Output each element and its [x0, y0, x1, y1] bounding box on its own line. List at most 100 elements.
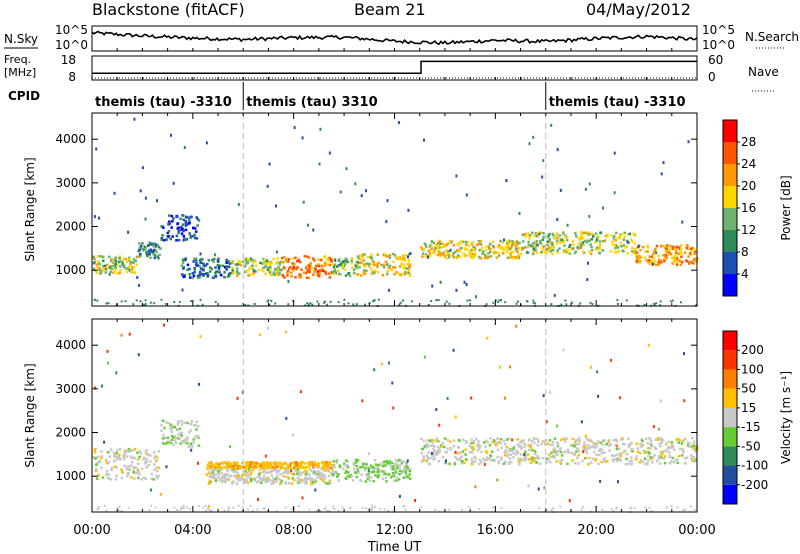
power-echo-cell [181, 259, 185, 263]
velocity-echo-cell [314, 480, 318, 483]
velocity-outlier-cell [597, 394, 600, 398]
velocity-echo-cell [265, 480, 268, 483]
velocity-echo-cell [344, 476, 348, 480]
velocity-echo-cell [484, 445, 487, 448]
velocity-echo-cell [369, 467, 372, 470]
power-echo-cell [596, 235, 600, 238]
power-echo-cell [438, 246, 442, 249]
velocity-echo-cell [538, 456, 541, 460]
power-echo-cell [610, 234, 613, 237]
velocity-echo-cell [582, 447, 586, 450]
velocity-echo-cell [356, 469, 360, 472]
velocity-echo-cell [225, 478, 229, 481]
velocity-echo-cell [549, 460, 552, 464]
velocity-echo-cell [322, 463, 326, 466]
power-echo-cell [590, 248, 594, 252]
velocity-echo-cell [265, 461, 269, 464]
velocity-echo-cell [325, 482, 328, 485]
velocity-ground-cell [370, 507, 373, 510]
power-echo-cell [675, 256, 679, 260]
power-outlier-cell [651, 262, 654, 266]
power-ground-cell [680, 301, 682, 304]
velocity-echo-cell [372, 480, 375, 483]
power-echo-cell [573, 251, 577, 255]
power-echo-cell [428, 249, 432, 252]
velocity-echo-cell [557, 443, 560, 447]
power-echo-cell [182, 267, 185, 270]
velocity-outlier-cell [647, 343, 650, 347]
power-echo-cell [382, 263, 386, 266]
velocity-echo-cell [308, 473, 311, 477]
power-echo-cell [619, 241, 623, 245]
power-colorbar-segment [723, 252, 737, 274]
power-echo-cell [664, 253, 668, 257]
velocity-ground-cell [581, 506, 584, 509]
velocity-echo-cell [476, 443, 479, 447]
velocity-echo-cell [312, 466, 315, 469]
velocity-echo-cell [571, 437, 575, 441]
power-echo-cell [350, 262, 353, 265]
power-outlier-cell [136, 276, 139, 279]
power-echo-cell [371, 263, 375, 266]
power-echo-cell [118, 256, 121, 260]
velocity-echo-cell [239, 478, 242, 482]
velocity-echo-cell [228, 465, 231, 468]
velocity-echo-cell [529, 443, 533, 447]
velocity-ground-cell [693, 509, 696, 511]
power-echo-cell [217, 266, 221, 269]
velocity-echo-cell [255, 480, 259, 484]
power-echo-cell [484, 254, 487, 257]
power-echo-cell [249, 257, 253, 260]
velocity-echo-cell [564, 440, 567, 443]
velocity-echo-cell [163, 426, 166, 430]
power-echo-cell [464, 240, 468, 244]
velocity-ground-cell [537, 507, 540, 510]
power-echo-cell [560, 238, 564, 241]
power-echo-cell [128, 266, 131, 269]
velocity-echo-cell [167, 421, 170, 425]
velocity-echo-cell [356, 467, 359, 471]
velocity-echo-cell [131, 456, 134, 460]
velocity-echo-cell [140, 478, 143, 481]
velocity-echo-cell [516, 438, 519, 441]
velocity-echo-cell [516, 443, 520, 446]
power-echo-cell [251, 261, 255, 264]
power-echo-cell [113, 258, 116, 261]
velocity-ground-cell [96, 508, 99, 510]
power-echo-cell [268, 271, 272, 274]
power-echo-cell [331, 263, 335, 267]
velocity-echo-cell [247, 481, 250, 484]
velocity-echo-cell [272, 477, 275, 480]
power-echo-cell [470, 251, 474, 254]
velocity-echo-cell [408, 477, 412, 480]
velocity-echo-cell [337, 479, 340, 482]
velocity-ground-cell [369, 508, 372, 511]
power-echo-cell [659, 259, 663, 263]
power-echo-cell [139, 255, 142, 258]
power-echo-cell [243, 270, 247, 274]
power-echo-cell [154, 248, 157, 252]
power-echo-cell [212, 260, 215, 264]
velocity-echo-cell [161, 419, 165, 422]
power-echo-cell [496, 245, 500, 248]
power-echo-cell [168, 220, 171, 223]
velocity-echo-cell [232, 461, 236, 464]
power-echo-cell [403, 259, 407, 262]
velocity-echo-cell [518, 460, 521, 463]
velocity-echo-cell [269, 466, 272, 469]
velocity-colorbar-segment [723, 484, 737, 504]
velocity-echo-cell [239, 467, 242, 470]
velocity-echo-cell [682, 450, 685, 454]
velocity-echo-cell [576, 443, 579, 446]
velocity-echo-cell [169, 441, 173, 445]
power-echo-cell [430, 247, 433, 250]
power-outlier-cell [655, 251, 658, 255]
power-echo-cell [316, 274, 320, 277]
power-echo-cell [492, 246, 496, 249]
velocity-echo-cell [177, 420, 180, 423]
velocity-echo-cell [592, 441, 595, 445]
velocity-echo-cell [237, 478, 241, 481]
power-echo-cell [228, 274, 231, 277]
power-echo-cell [408, 262, 411, 265]
power-echo-cell [690, 249, 693, 253]
